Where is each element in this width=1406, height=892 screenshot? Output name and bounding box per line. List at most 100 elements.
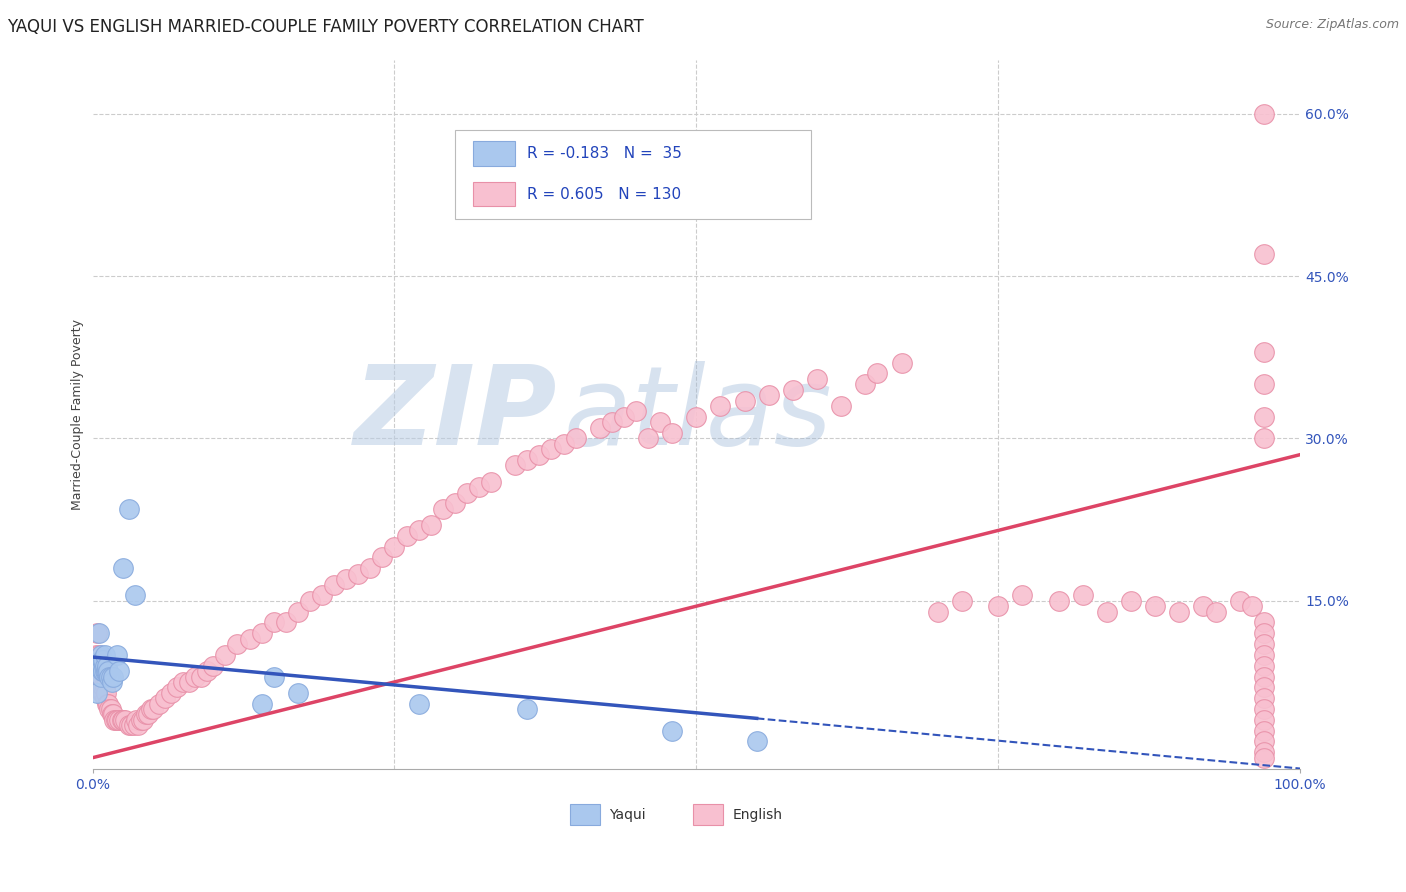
Point [90,669,112,683]
Point [110,713,132,727]
Point [613,409,636,424]
Point [94,664,117,678]
Point [250,626,273,640]
Point [96,697,118,711]
Point [624,404,647,418]
Point [395,529,418,543]
Point [661,723,683,738]
Point [443,496,465,510]
Point [648,415,671,429]
Point [1192,599,1215,614]
Point [190,669,212,683]
Point [91,686,114,700]
Point [97,697,120,711]
Point [87,648,110,662]
Point [184,669,207,683]
Point [98,702,121,716]
Point [111,561,134,575]
Point [359,561,381,575]
Point [1253,637,1275,651]
Point [87,658,110,673]
Point [1047,594,1070,608]
Point [323,577,346,591]
Bar [693,804,723,825]
Point [529,448,551,462]
Point [806,372,828,386]
Point [135,707,157,722]
Point [89,658,111,673]
Point [1253,734,1275,748]
Point [553,437,575,451]
Text: YAQUI VS ENGLISH MARRIED-COUPLE FAMILY POVERTY CORRELATION CHART: YAQUI VS ENGLISH MARRIED-COUPLE FAMILY P… [7,18,644,36]
Point [1240,599,1263,614]
Point [91,681,114,695]
Point [127,718,149,732]
Point [98,669,121,683]
Point [950,594,973,608]
Point [111,713,134,727]
Point [214,648,236,662]
Point [1253,702,1275,716]
Point [661,425,683,440]
Point [93,664,115,678]
Y-axis label: Married-Couple Family Poverty: Married-Couple Family Poverty [72,318,84,509]
Point [90,648,112,662]
Point [890,356,912,370]
Point [101,675,124,690]
Point [148,697,170,711]
Point [89,669,111,683]
Point [118,718,141,732]
Point [408,524,430,538]
Point [734,393,756,408]
Text: R = 0.605   N = 130: R = 0.605 N = 130 [527,186,682,202]
Point [1253,681,1275,695]
FancyBboxPatch shape [454,130,811,219]
Point [564,432,586,446]
Point [104,713,127,727]
Point [1253,626,1275,640]
Point [86,626,108,640]
Point [1253,615,1275,630]
Point [90,669,112,683]
Point [927,605,949,619]
Point [335,572,357,586]
Point [93,681,115,695]
Point [103,713,125,727]
Point [172,675,194,690]
Point [142,702,165,716]
Point [93,648,115,662]
Point [89,653,111,667]
Point [468,480,491,494]
Point [1253,344,1275,359]
Point [86,686,108,700]
Point [1253,377,1275,392]
Point [311,588,333,602]
Text: atlas: atlas [564,360,832,467]
Point [202,658,225,673]
Point [1253,247,1275,261]
Point [1253,669,1275,683]
Point [100,669,122,683]
Point [166,681,188,695]
Point [108,713,131,727]
Point [987,599,1010,614]
Point [105,648,128,662]
Point [101,669,124,683]
Point [129,713,152,727]
Point [238,632,260,646]
Point [93,686,115,700]
Point [93,658,115,673]
Bar [569,804,600,825]
Point [782,383,804,397]
Point [287,686,309,700]
Point [298,594,321,608]
Point [96,664,118,678]
Point [347,566,370,581]
Point [758,388,780,402]
Point [287,605,309,619]
Point [93,681,115,695]
Text: R = -0.183   N =  35: R = -0.183 N = 35 [527,145,682,161]
Point [179,675,201,690]
Point [101,707,124,722]
Point [226,637,249,651]
